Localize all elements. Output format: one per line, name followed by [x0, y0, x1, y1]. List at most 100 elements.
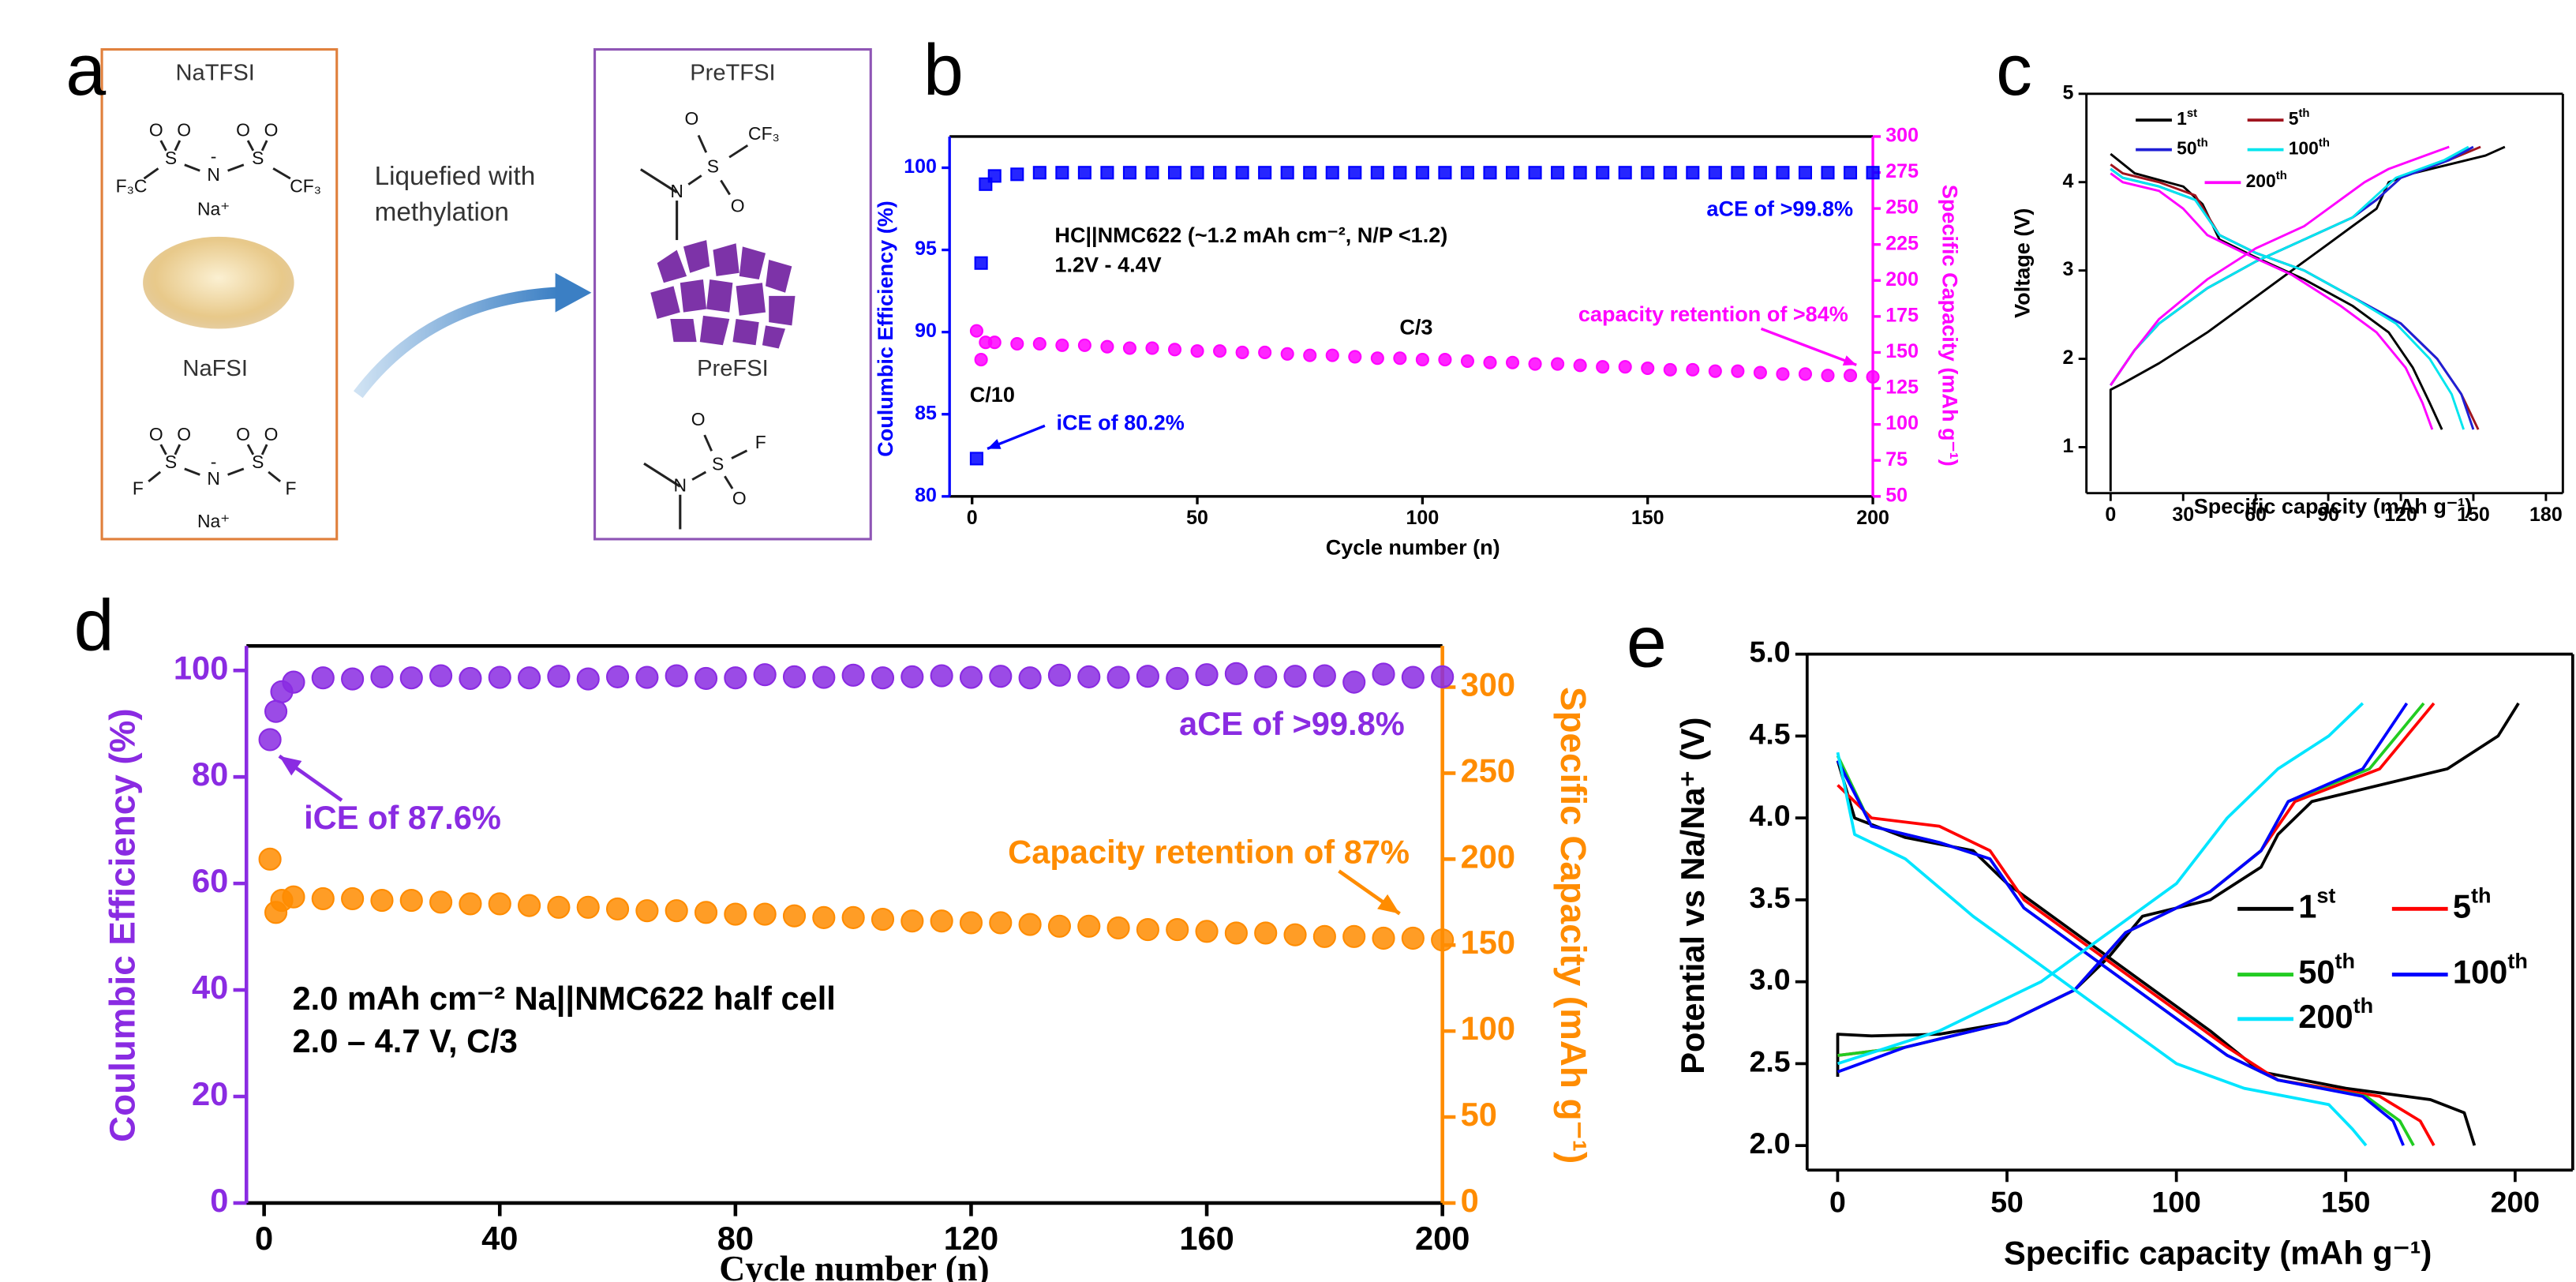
bond — [227, 467, 245, 476]
data-point — [1821, 166, 1835, 180]
legend-label: 1st — [2298, 883, 2335, 924]
data-point — [1106, 665, 1130, 689]
data-point — [1776, 367, 1790, 381]
data-point — [753, 663, 777, 687]
data-point — [1753, 166, 1767, 180]
data-point — [370, 889, 394, 913]
y2-tick-label: 175 — [1885, 304, 1919, 326]
y2-tick-label: 275 — [1885, 160, 1919, 182]
data-point — [1821, 369, 1835, 383]
data-point — [871, 907, 895, 932]
annotation-arrowhead — [279, 755, 302, 776]
data-point — [1213, 166, 1227, 180]
atom-label: - — [211, 452, 217, 472]
bond — [148, 470, 162, 482]
x-tick-label: 120 — [944, 1220, 998, 1257]
data-point — [665, 899, 688, 923]
x-axis-label: Specific capacity (mAh g⁻¹) — [2194, 495, 2472, 519]
data-point — [724, 666, 747, 690]
x-tick-label: 100 — [1406, 507, 1440, 529]
data-point — [1312, 924, 1336, 948]
bond — [687, 174, 702, 186]
atom-label: S — [252, 452, 264, 472]
compound-name: PreTFSI — [690, 61, 775, 86]
annotation: 2.0 mAh cm⁻² Na||NMC622 half cell — [293, 980, 836, 1018]
y-tick-label: 95 — [915, 238, 937, 260]
data-point — [1798, 367, 1812, 381]
atom-label: F — [755, 432, 766, 452]
data-point — [900, 909, 924, 933]
data-point — [841, 905, 865, 929]
data-point — [1254, 665, 1278, 688]
bond — [184, 163, 200, 172]
data-point — [258, 728, 282, 752]
y2-tick-label: 100 — [1461, 1010, 1515, 1047]
atom-label: O — [264, 424, 279, 444]
data-point — [1401, 926, 1425, 950]
data-line — [2110, 145, 2450, 430]
annotation: 1.2V - 4.4V — [1054, 253, 1161, 277]
atom-label: O — [732, 488, 747, 508]
data-point — [1866, 166, 1880, 180]
annotation-arrow — [1760, 327, 1857, 366]
data-point — [1663, 166, 1677, 180]
data-point — [1167, 166, 1182, 180]
data-point — [1438, 353, 1452, 367]
x-tick-label: 50 — [1990, 1185, 2024, 1218]
annotation-arrowhead — [1377, 894, 1400, 914]
data-point — [1195, 663, 1219, 687]
y-tick-label: 2.0 — [1749, 1126, 1790, 1160]
data-point — [1573, 166, 1587, 180]
data-line — [1836, 702, 2368, 1147]
legend-label: 5th — [2453, 883, 2492, 924]
x-tick-label: 150 — [2457, 504, 2490, 526]
bond — [159, 444, 167, 455]
data-point — [959, 665, 983, 689]
data-point — [518, 666, 541, 690]
annotation: aCE of >99.8% — [1179, 705, 1405, 742]
data-point — [1018, 666, 1042, 690]
y2-tick-label: 150 — [1461, 924, 1515, 961]
data-point — [1047, 914, 1072, 938]
data-point — [1798, 166, 1812, 180]
data-point — [605, 897, 630, 921]
data-point — [1686, 166, 1700, 180]
data-point — [1145, 341, 1159, 355]
data-point — [1551, 166, 1565, 180]
y2-tick-label: 200 — [1461, 838, 1515, 875]
bond — [246, 444, 255, 455]
x-tick-label: 100 — [2151, 1185, 2201, 1218]
data-point — [900, 665, 924, 688]
y2-tick-label: 225 — [1885, 232, 1919, 254]
data-point — [1100, 339, 1114, 354]
data-point — [488, 892, 511, 916]
atom-label: O — [684, 108, 698, 129]
bond — [639, 168, 678, 194]
bond — [227, 163, 245, 172]
data-point — [1136, 665, 1159, 688]
data-point — [1393, 351, 1407, 365]
y2-tick-label: 50 — [1461, 1096, 1497, 1133]
crystal-image — [650, 240, 796, 349]
y-tick-label: 4 — [2063, 170, 2074, 192]
y2-tick-label: 250 — [1885, 197, 1919, 219]
legend-label: 100th — [2289, 137, 2330, 159]
data-point — [969, 452, 983, 466]
data-point — [974, 256, 988, 270]
data-line — [1836, 702, 2425, 1146]
y-tick-label: 3.0 — [1749, 963, 1790, 996]
atom-label: O — [149, 424, 163, 444]
data-point — [1843, 369, 1858, 383]
data-point — [1431, 928, 1455, 952]
atom-label: N — [674, 474, 687, 495]
compound-box — [100, 48, 339, 541]
data-point — [1342, 924, 1366, 948]
data-point — [1283, 923, 1307, 947]
data-point — [1325, 166, 1339, 180]
y2-axis-label: Specific Capacity (mAh g⁻¹) — [1938, 185, 1962, 467]
data-point — [987, 169, 1002, 183]
y-tick-label: 40 — [192, 969, 228, 1006]
y-tick-label: 2.5 — [1749, 1044, 1790, 1078]
data-point — [959, 911, 983, 935]
